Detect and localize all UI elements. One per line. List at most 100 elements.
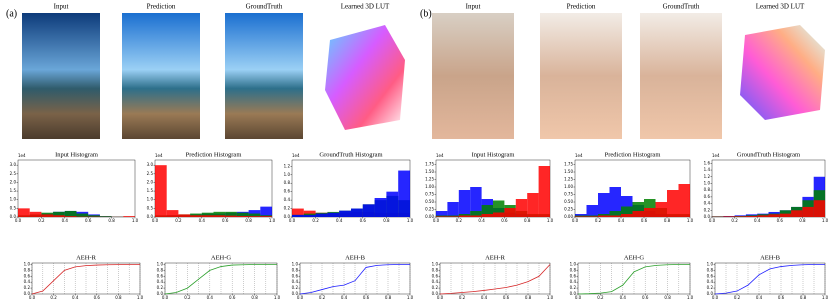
- y-tick-label: 0.0: [24, 291, 31, 296]
- y-tick-label: 0.0: [292, 291, 299, 296]
- image-caption: GroundTruth: [246, 3, 283, 11]
- y-tick-label: 0.8: [284, 180, 291, 185]
- y-tick-label: 0.0: [707, 291, 714, 296]
- histogram-bar: [225, 215, 237, 217]
- x-tick-label: 0.4: [620, 295, 627, 300]
- histogram-bar: [493, 200, 505, 217]
- x-tick-label: 0.2: [459, 295, 466, 300]
- histogram-bar: [575, 216, 587, 217]
- curve: [164, 264, 277, 295]
- x-tick-label: 0.2: [734, 295, 741, 300]
- x-tick-label: 0.6: [501, 218, 508, 223]
- histogram-bar: [339, 210, 351, 217]
- x-tick-label: 0.4: [207, 295, 214, 300]
- prediction-photo: [122, 13, 200, 139]
- chart-title: AEH-G: [624, 254, 645, 261]
- x-tick-label: 0.0: [289, 218, 296, 223]
- chart-title: AEH-R: [485, 254, 506, 261]
- x-tick-label: 1.0: [269, 218, 276, 223]
- x-tick-label: 0.0: [712, 295, 719, 300]
- histogram-bar: [53, 215, 65, 217]
- histogram-bar: [447, 216, 459, 217]
- y-tick-label: 1.75: [425, 162, 434, 167]
- y-tick-label: 0.75: [564, 192, 573, 197]
- x-tick-label: 0.8: [664, 218, 671, 223]
- x-tick-label: 0.2: [595, 218, 602, 223]
- y-tick-label: 1.0: [432, 261, 439, 266]
- y-tick-label: 1.00: [425, 184, 434, 189]
- x-tick-label: 0.2: [312, 218, 319, 223]
- x-tick-label: 0.8: [383, 218, 390, 223]
- y-tick-label: 1.2: [284, 163, 291, 168]
- histogram-bar: [436, 215, 448, 217]
- image-caption: Prediction: [147, 3, 176, 11]
- y-tick-label: 0.50: [425, 199, 434, 204]
- y-tick-label: 0.2: [157, 285, 164, 290]
- y-tick-label: 1.0: [292, 261, 299, 266]
- y-tick-label: 3.0: [10, 162, 17, 167]
- scale-label: 1e4: [575, 153, 583, 158]
- histogram-bar: [481, 205, 493, 217]
- x-tick-label: 0.8: [524, 218, 531, 223]
- x-tick-label: 0.6: [222, 218, 229, 223]
- scale-label: 1e4: [436, 153, 444, 158]
- scale-label: 1e4: [292, 153, 300, 158]
- x-tick-label: 0.0: [433, 218, 440, 223]
- chart-title: Input Histogram: [472, 151, 515, 158]
- y-tick-label: 0.00: [425, 214, 434, 219]
- x-tick-label: 0.6: [778, 295, 785, 300]
- chart-title: Prediction Histogram: [605, 151, 661, 158]
- y-tick-label: 1.50: [564, 169, 573, 174]
- histogram-bar: [609, 211, 621, 217]
- histogram-bar: [586, 215, 598, 217]
- histogram-bar: [768, 214, 780, 217]
- y-tick-label: 0.6: [292, 273, 299, 278]
- histogram-bar: [791, 210, 803, 217]
- y-tick-label: 1.5: [147, 188, 154, 193]
- x-tick-label: 1.0: [687, 218, 694, 223]
- x-tick-label: 0.2: [731, 218, 738, 223]
- histogram-bar: [504, 208, 516, 217]
- x-tick-label: 0.6: [94, 295, 101, 300]
- y-tick-label: 0.0: [147, 214, 154, 219]
- curve: [299, 264, 410, 295]
- lut-cube: [325, 25, 405, 130]
- histogram-bar: [632, 202, 644, 217]
- histogram-bar: [621, 206, 633, 217]
- plot-frame: [17, 159, 136, 218]
- y-tick-label: 1.75: [564, 162, 573, 167]
- histogram-bar: [236, 215, 249, 217]
- panel-label: (a): [6, 8, 17, 19]
- x-tick-label: 0.0: [709, 218, 716, 223]
- x-tick-label: 0.6: [641, 218, 648, 223]
- histogram-bar: [470, 211, 482, 217]
- x-tick-label: 0.0: [162, 295, 169, 300]
- curve: [31, 264, 140, 295]
- x-tick-label: 0.4: [199, 218, 206, 223]
- x-tick-label: 0.0: [437, 295, 444, 300]
- y-tick-label: 0.50: [564, 199, 573, 204]
- x-tick-label: 0.6: [503, 295, 510, 300]
- x-tick-label: 0.8: [245, 218, 252, 223]
- chart-title: AEH-B: [345, 254, 366, 261]
- y-tick-label: 1.5: [10, 188, 17, 193]
- x-tick-label: 0.8: [800, 295, 807, 300]
- y-tick-label: 0.0: [704, 214, 711, 219]
- y-tick-label: 0.8: [707, 267, 714, 272]
- histogram-bar: [527, 193, 539, 217]
- histogram-bar: [260, 215, 272, 217]
- image-caption: Input: [466, 3, 481, 11]
- x-tick-label: 0.8: [251, 295, 258, 300]
- lut-cube: [740, 25, 825, 120]
- y-tick-label: 0.2: [292, 285, 299, 290]
- x-tick-label: 1.0: [274, 295, 281, 300]
- x-tick-label: 0.2: [456, 218, 463, 223]
- y-tick-label: 1.25: [564, 177, 573, 182]
- histogram-bar: [436, 211, 448, 217]
- chart-title: AEH-G: [211, 254, 232, 261]
- y-tick-label: 0.0: [157, 291, 164, 296]
- histogram-bar: [667, 190, 679, 217]
- x-tick-label: 1.0: [132, 218, 139, 223]
- x-tick-label: 0.4: [618, 218, 625, 223]
- histogram-bar: [481, 214, 493, 217]
